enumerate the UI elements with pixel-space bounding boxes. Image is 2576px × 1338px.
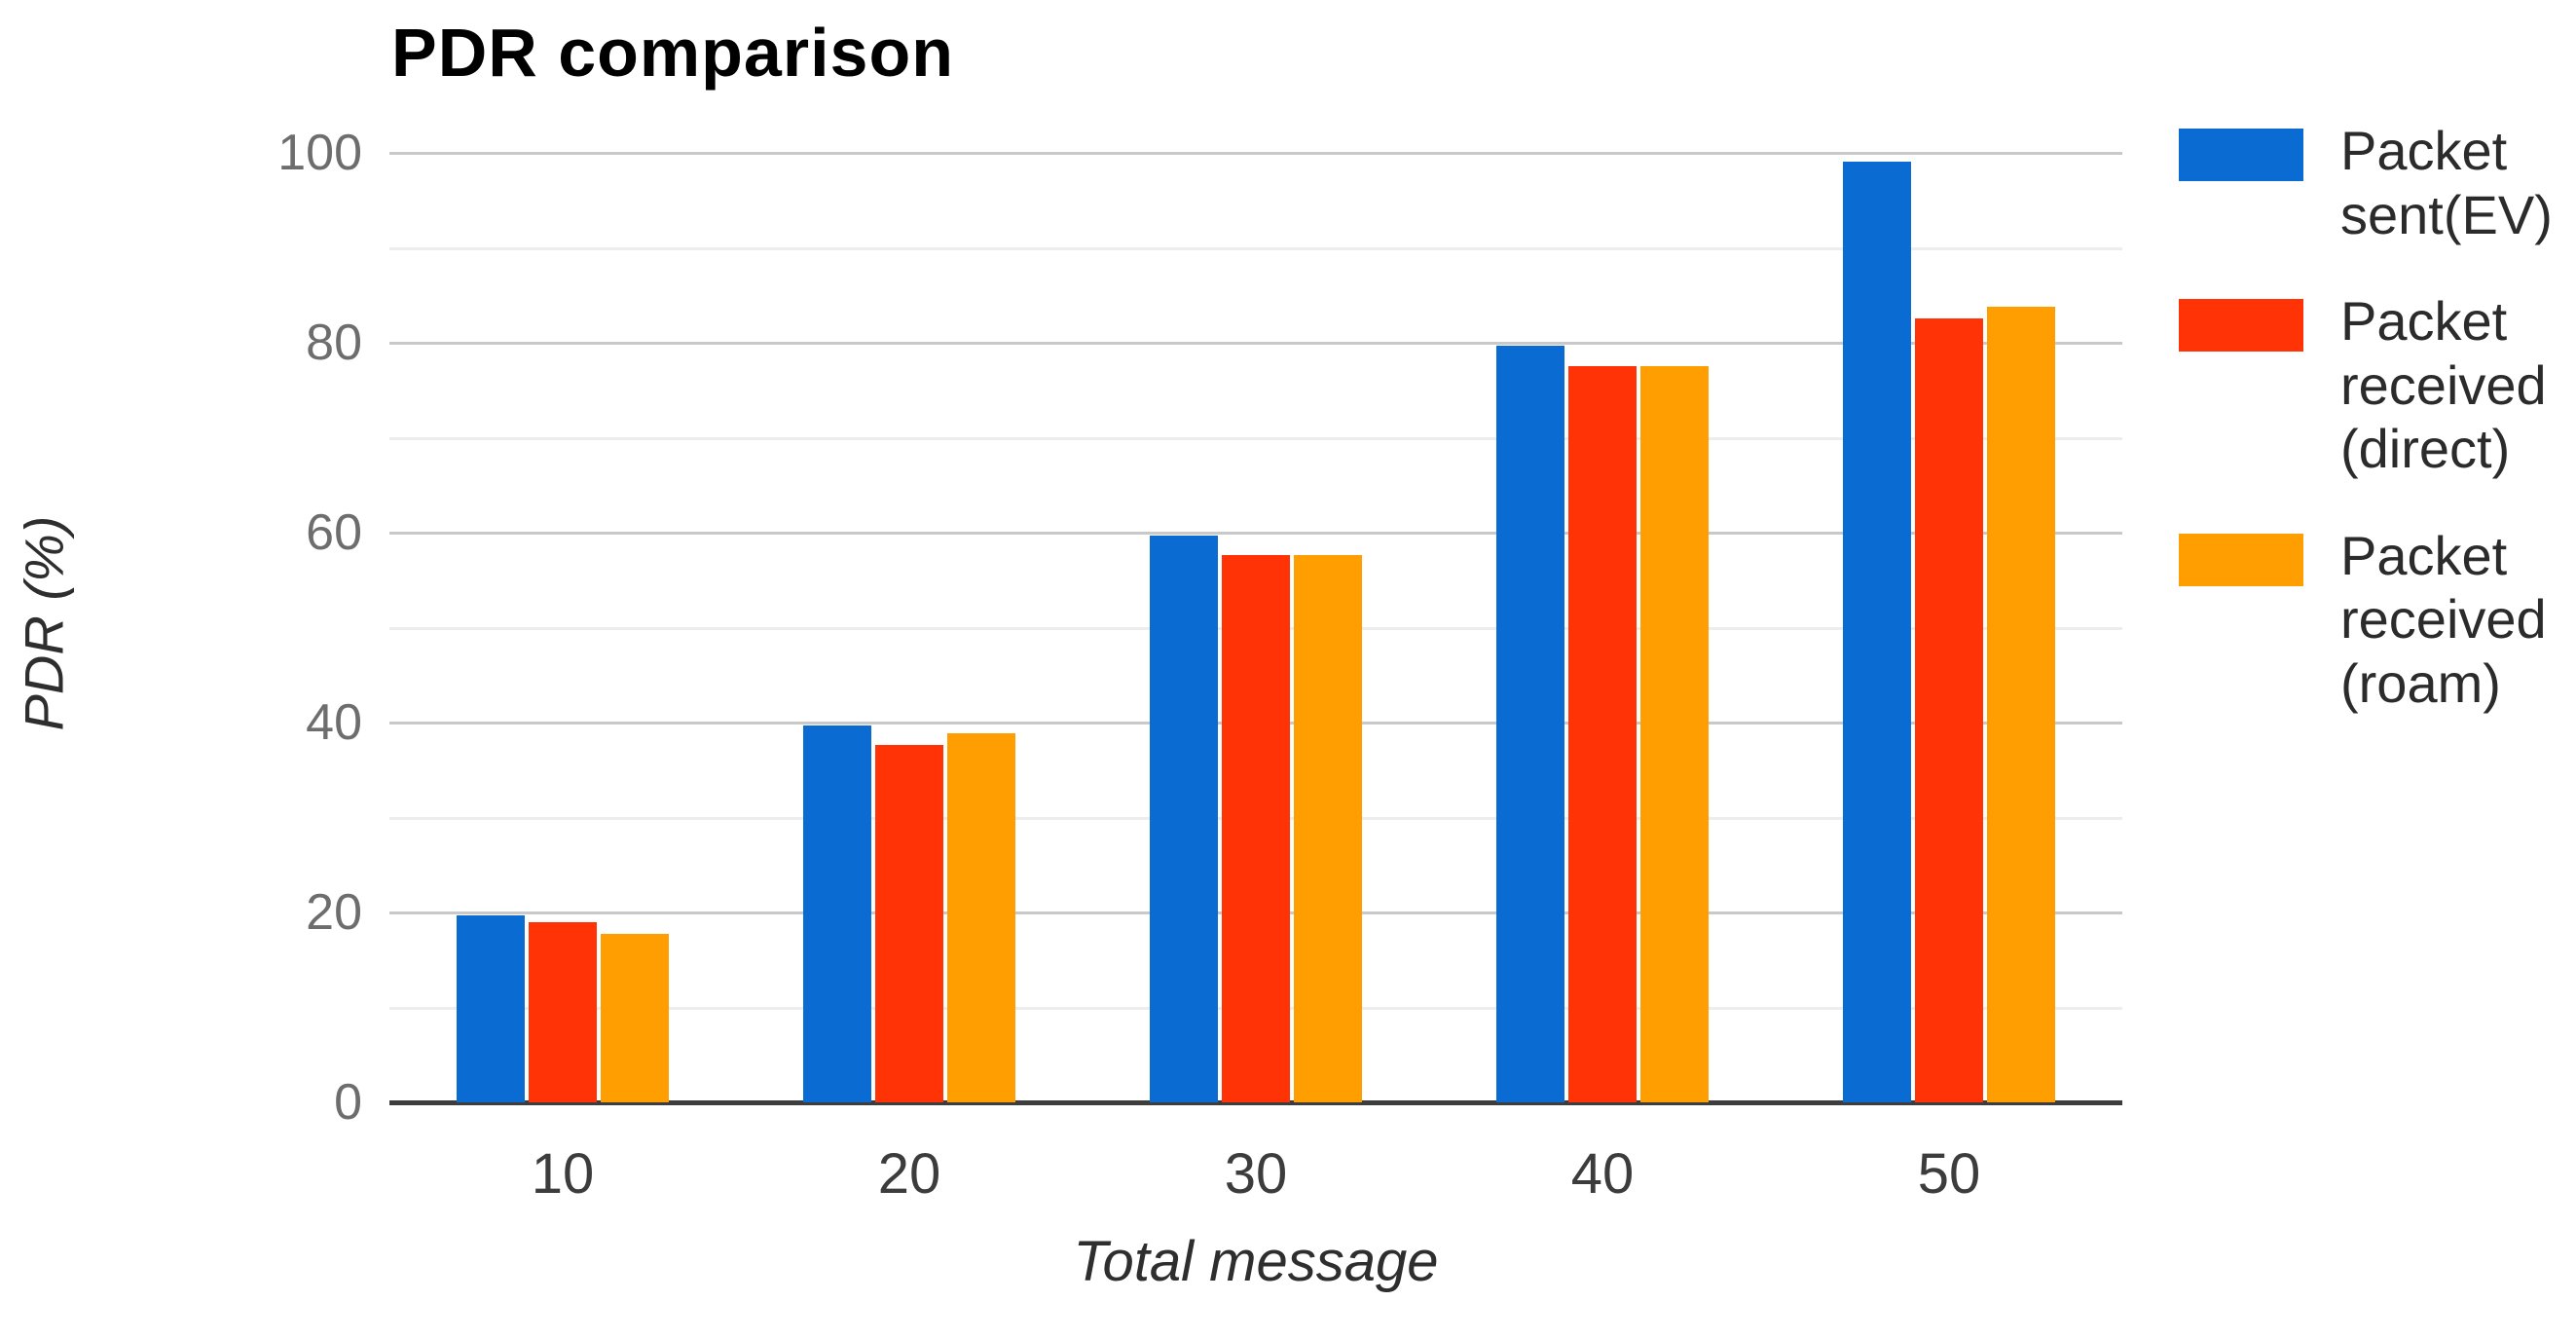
- x-tick-label: 50: [1917, 1142, 1981, 1206]
- bar: [1496, 345, 1564, 1102]
- bar: [1987, 306, 2055, 1102]
- bar: [947, 732, 1015, 1102]
- legend-swatch: [2179, 129, 2303, 181]
- y-tick-label: 60: [306, 504, 362, 561]
- bar: [457, 914, 525, 1102]
- bar: [1150, 535, 1218, 1102]
- y-tick-label: 80: [306, 315, 362, 371]
- minor-gridline: [389, 436, 2122, 440]
- legend-label: Packet received (direct): [2340, 290, 2547, 480]
- bar: [1294, 555, 1362, 1102]
- plot-area: [389, 152, 2122, 1105]
- major-gridline: [389, 342, 2122, 345]
- x-tick-label: 40: [1570, 1142, 1635, 1206]
- x-tick-label: 30: [1224, 1142, 1288, 1206]
- legend-item: Packet received (direct): [2179, 289, 2576, 481]
- major-gridline: [389, 532, 2122, 535]
- minor-gridline: [389, 246, 2122, 250]
- bar: [1843, 161, 1911, 1102]
- bar: [1915, 317, 1983, 1102]
- bar: [601, 934, 669, 1102]
- legend-swatch: [2179, 299, 2303, 353]
- chart-title: PDR comparison: [391, 15, 954, 91]
- bar: [875, 745, 943, 1102]
- legend-label: Packet received (roam): [2340, 524, 2547, 714]
- legend-item: Packet received (roam): [2179, 524, 2576, 716]
- legend-item: Packet sent(EV): [2179, 119, 2576, 246]
- y-axis-title: PDR (%): [13, 515, 75, 731]
- y-tick-label: 20: [306, 884, 362, 941]
- y-tick-label: 100: [277, 125, 362, 181]
- legend-label: Packet sent(EV): [2340, 120, 2553, 245]
- x-axis-title: Total message: [1073, 1230, 1439, 1293]
- x-axis-line: [389, 1100, 2122, 1105]
- y-tick-label: 40: [306, 694, 362, 751]
- legend-swatch: [2179, 533, 2303, 586]
- y-tick-label: 0: [334, 1074, 362, 1131]
- legend: Packet sent(EV) Packet received (direct) P…: [2179, 119, 2576, 715]
- x-tick-label: 20: [877, 1142, 941, 1206]
- bar: [803, 725, 871, 1102]
- bar: [1222, 555, 1290, 1102]
- bar: [529, 921, 597, 1102]
- x-tick-label: 10: [531, 1142, 595, 1206]
- major-gridline: [389, 152, 2122, 155]
- bar: [1568, 366, 1637, 1102]
- bar: [1640, 366, 1709, 1102]
